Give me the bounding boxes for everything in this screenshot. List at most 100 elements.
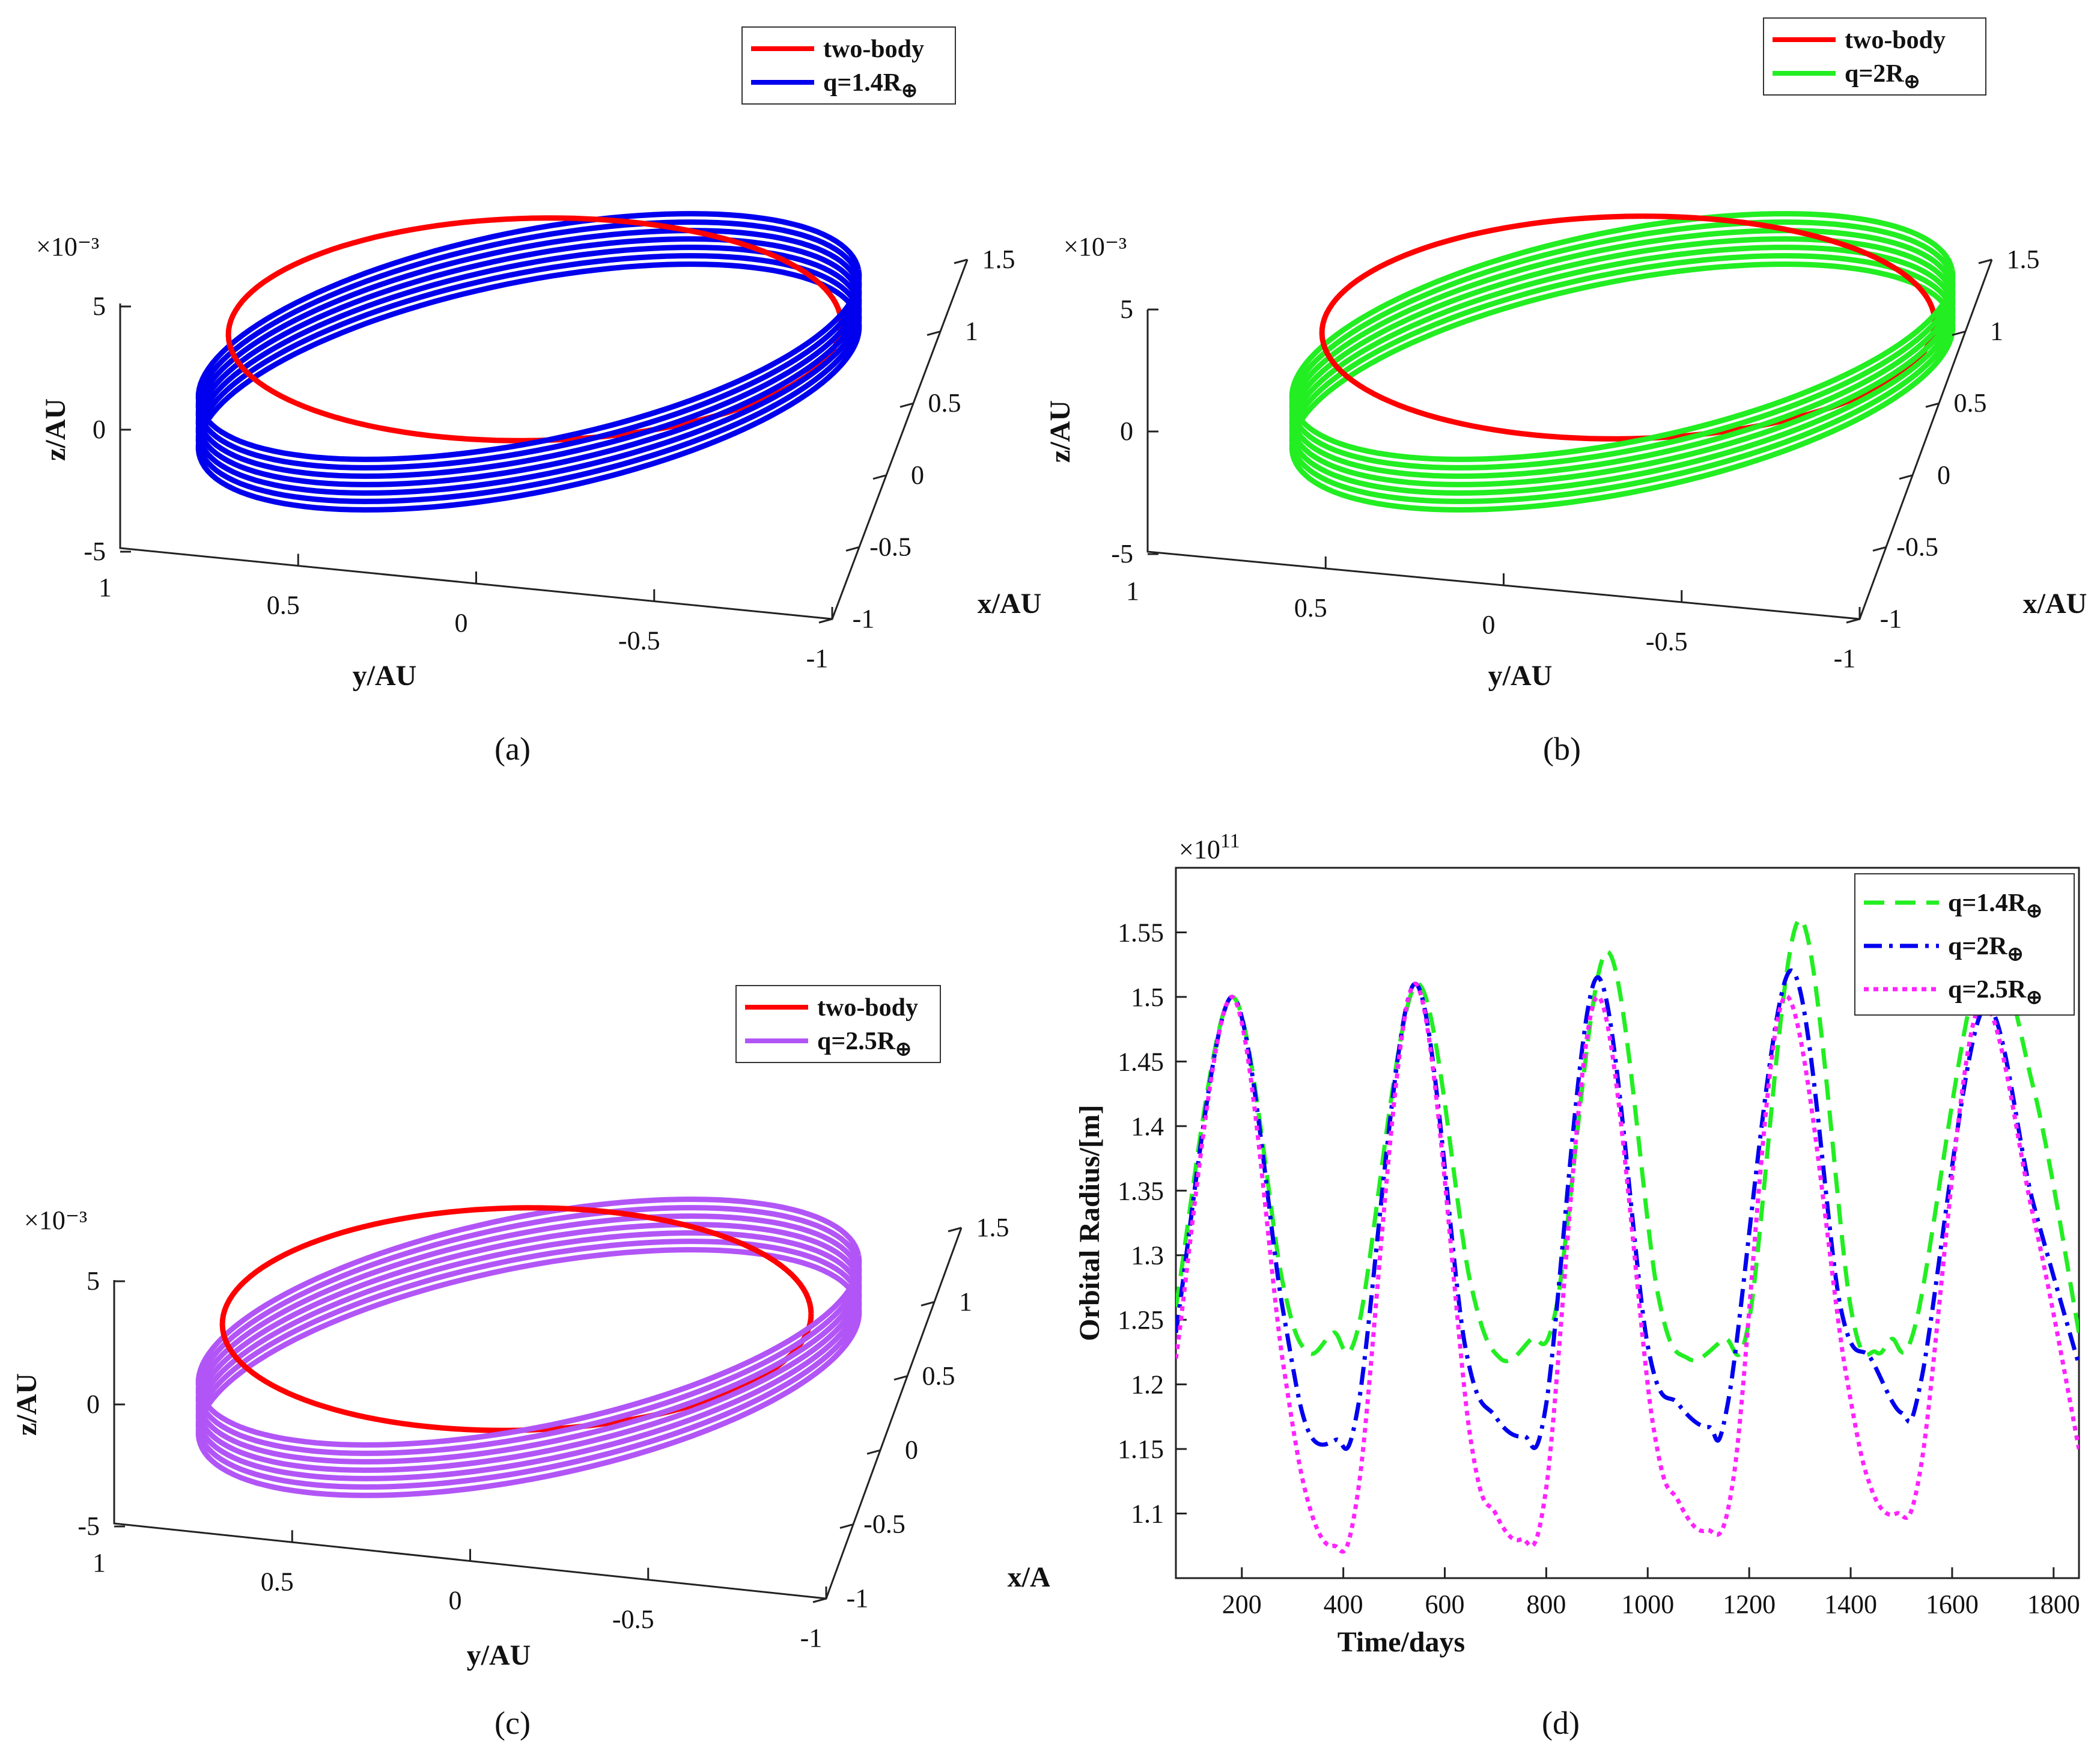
chart-c-ylabel: y/AU <box>467 1639 531 1671</box>
chart-b-x-tick-label: -0.5 <box>1896 532 1938 561</box>
chart-d-series-group <box>1176 917 2079 1554</box>
chart-d-y-tick-label: 1.3 <box>1131 1241 1164 1270</box>
chart-b-z-tick-label: 5 <box>1120 294 1133 324</box>
chart-d-x-tick-label: 400 <box>1324 1590 1363 1619</box>
chart-b-y-tick-label: 0 <box>1482 610 1496 639</box>
chart-b-perturbed-orbit-front <box>1535 285 1955 459</box>
chart-c-perturbed-orbit-front <box>442 1296 861 1469</box>
chart-d-x-tick-label: 1200 <box>1723 1590 1776 1619</box>
chart-b-perturbed-orbit-front <box>1535 335 1955 509</box>
chart-b-y-tick-label: -1 <box>1834 644 1856 673</box>
chart-a-ylabel: y/AU <box>353 660 417 692</box>
chart-c-perturbed-orbit-front <box>442 1321 861 1495</box>
caption-a: (a) <box>495 731 531 767</box>
chart-a-x-tick-label: 0.5 <box>928 388 961 418</box>
chart-b-legend-label-perturbed: q=2R⊕ <box>1845 60 1920 92</box>
chart-c-xlabel: x/AU <box>1008 1561 1050 1593</box>
chart-d-legend-label-0: q=1.4R⊕ <box>1948 889 2042 921</box>
chart-d-y-tick-label: 1.25 <box>1118 1305 1164 1335</box>
chart-c-perturbed-orbit-front <box>442 1304 861 1478</box>
chart-d-y-tick-label: 1.2 <box>1131 1370 1164 1400</box>
chart-a-y-tick-label: 1 <box>99 573 112 602</box>
chart-b-xlabel: x/AU <box>2023 588 2087 620</box>
chart-a-perturbed-orbit-loop <box>195 236 862 487</box>
chart-b-x-tick-label: -1 <box>1880 604 1902 633</box>
chart-c-x-tick-mark <box>866 1449 881 1455</box>
chart-d-x-tick-label: 800 <box>1526 1590 1566 1619</box>
chart-d-x-tick-label: 1000 <box>1621 1590 1674 1619</box>
chart-c-x-tick-mark <box>893 1375 908 1381</box>
chart-a-y-tick-label: 0.5 <box>267 591 300 620</box>
chart-c-x-tick-mark <box>948 1227 962 1233</box>
chart-c-y-tick-label: -0.5 <box>612 1605 654 1634</box>
caption-b: (b) <box>1543 731 1581 767</box>
chart-c-zlabel: z/AU <box>11 1373 43 1436</box>
chart-a-perturbed-orbit-front <box>442 285 861 459</box>
chart-b-legend-box <box>1763 17 1986 96</box>
chart-d: 200 400 600 800 1000 1200 1400 1600 1800 1.1 1.15 1… <box>1074 830 2080 1658</box>
chart-a-z-tick-label: 5 <box>93 291 106 321</box>
chart-b-legend-label-two-body: two-body <box>1845 26 1946 54</box>
chart-d-x-tick-label: 1400 <box>1824 1590 1877 1619</box>
chart-c-y-tick-label: 0 <box>449 1586 462 1615</box>
chart-b-perturbed-orbit-loop <box>1289 236 1956 487</box>
chart-b-two-body-orbit <box>1319 213 1938 442</box>
chart-d-plot: 200 400 600 800 1000 1200 1400 1600 1800 1.1 1.15 1… <box>1074 830 2080 1658</box>
chart-a-legend-label-perturbed: q=1.4R⊕ <box>823 69 918 101</box>
chart-c-x-tick-label: -0.5 <box>863 1510 905 1539</box>
chart-c-perturbed-orbit-front <box>442 1312 861 1486</box>
chart-d-x-tick-label: 600 <box>1425 1590 1465 1619</box>
chart-c-perturbed-orbit-loop <box>195 1222 862 1473</box>
chart-c-y-tick-label: 1 <box>93 1548 106 1578</box>
chart-d-y-tick-label: 1.35 <box>1118 1176 1164 1206</box>
chart-b-perturbed-orbit-front <box>1535 327 1955 501</box>
chart-c-x-tick-label: 0 <box>905 1435 918 1465</box>
chart-a-z-tick-label: 0 <box>93 415 106 444</box>
chart-c-y-tick-label: -1 <box>800 1623 823 1653</box>
chart-a-x-tick-label: 1 <box>965 317 978 346</box>
chart-b-x-tick-label: 1.5 <box>2007 245 2040 274</box>
chart-d-ylabel: Orbital Radius/[m] <box>1074 1105 1106 1341</box>
chart-a-x-tick-label: -0.5 <box>869 532 912 561</box>
chart-a: 5 0 -5 1 0.5 0 -0.5 -1 1.5 1 0.5 0 -0.5 -1 z/AU y/AU x/A… <box>36 26 1041 692</box>
chart-b-y-tick-label: 0.5 <box>1294 593 1327 623</box>
chart-a-y-tick-label: 0 <box>455 608 468 638</box>
chart-d-exponent: ×1011 <box>1179 830 1240 864</box>
chart-a-legend: two-body q=1.4R⊕ <box>741 26 956 105</box>
chart-a-axes: 5 0 -5 1 0.5 0 -0.5 -1 1.5 1 0.5 0 -0.5 -1 z/AU y/AU x/A… <box>36 232 1041 692</box>
chart-c-legend-box <box>735 985 941 1063</box>
chart-c-legend: two-body q=2.5R⊕ <box>735 985 941 1063</box>
chart-d-y-tick-label: 1.45 <box>1118 1047 1164 1076</box>
chart-c-z-tick-label: 0 <box>87 1389 100 1419</box>
chart-d-y-tick-label: 1.4 <box>1131 1112 1164 1141</box>
chart-a-perturbed-orbit-front <box>442 327 861 501</box>
chart-b-z-tick-label: 0 <box>1120 416 1133 446</box>
chart-d-x-tick-label: 200 <box>1222 1590 1262 1619</box>
chart-b-y-tick-label: 1 <box>1126 576 1139 606</box>
chart-b-x-tick-mark <box>1872 546 1887 552</box>
chart-b-z-tick-label: -5 <box>1111 539 1133 569</box>
chart-d-y-tick-label: 1.55 <box>1118 918 1164 947</box>
chart-d-series-line-0 <box>1176 917 2079 1364</box>
chart-a-y-tick-label: -1 <box>806 644 829 673</box>
chart-a-x-tick-mark <box>954 258 968 264</box>
chart-c-x-tick-label: 0.5 <box>922 1361 955 1391</box>
chart-d-legend-label-2: q=2.5R⊕ <box>1948 976 2042 1008</box>
chart-b-x-tick-mark <box>1952 331 1966 337</box>
chart-c-legend-label-perturbed: q=2.5R⊕ <box>817 1028 912 1059</box>
chart-b-orbits <box>1289 211 1956 513</box>
chart-a-x-tick-label: 0 <box>911 460 924 490</box>
chart-b-ylabel: y/AU <box>1488 660 1553 692</box>
chart-c: 5 0 -5 1 0.5 0 -0.5 -1 1.5 1 0.5 0 -0.5 -1 z/AU y/AU x/A… <box>11 985 1050 1671</box>
chart-c-x-tick-mark <box>812 1597 827 1603</box>
chart-a-x-tick-mark <box>818 618 833 624</box>
chart-b-y-tick-label: -0.5 <box>1646 627 1688 656</box>
chart-d-series-line-1 <box>1176 968 2079 1451</box>
chart-a-x-tick-label: -1 <box>853 604 875 633</box>
chart-a-zlabel: z/AU <box>40 398 72 461</box>
chart-a-perturbed-orbit-front <box>442 310 861 484</box>
chart-c-x-tick-label: 1 <box>959 1287 972 1316</box>
chart-c-exponent: ×10⁻³ <box>24 1206 87 1235</box>
chart-a-perturbed-orbit-front <box>442 293 861 467</box>
chart-b-x-tick-mark <box>1899 474 1913 480</box>
